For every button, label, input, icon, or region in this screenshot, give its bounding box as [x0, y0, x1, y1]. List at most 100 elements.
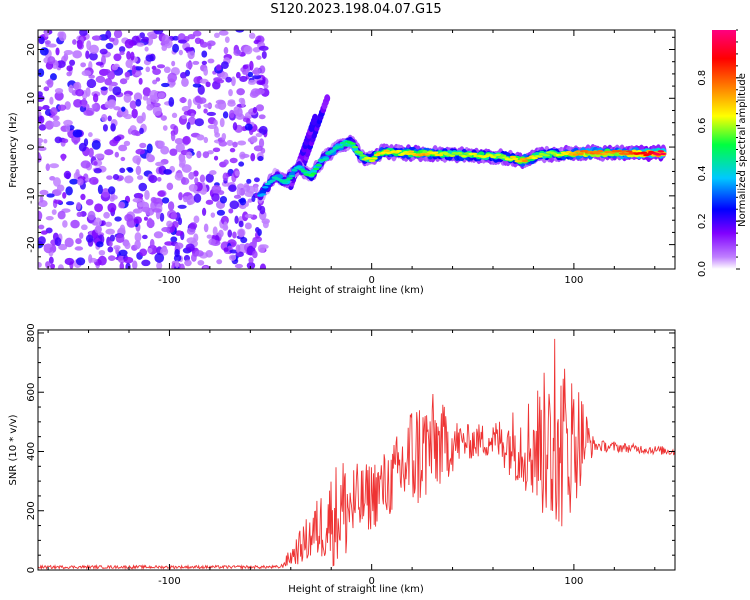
noise-blob	[170, 236, 178, 243]
noise-blob	[258, 138, 265, 148]
noise-blob	[50, 73, 57, 81]
noise-blob	[246, 178, 252, 184]
noise-blob	[173, 254, 182, 262]
noise-blob	[152, 208, 162, 213]
noise-blob	[93, 168, 102, 174]
y-tick-label: -10	[26, 188, 37, 204]
noise-blob	[54, 91, 64, 101]
noise-blob	[214, 32, 220, 39]
noise-blob	[154, 252, 165, 263]
noise-blob	[77, 178, 84, 186]
streak-blob	[312, 113, 319, 122]
noise-blob	[262, 220, 269, 229]
noise-blob	[261, 50, 267, 59]
noise-blob	[81, 98, 87, 108]
noise-blob	[244, 123, 253, 131]
noise-blob	[38, 115, 45, 124]
noise-blob	[136, 42, 145, 47]
noise-blob	[96, 241, 104, 248]
noise-blob	[183, 110, 192, 116]
noise-blob	[98, 249, 106, 256]
noise-blob	[219, 196, 228, 204]
noise-blob	[124, 241, 131, 250]
noise-blob	[155, 161, 165, 167]
noise-blob	[178, 192, 183, 201]
noise-blob	[185, 61, 193, 69]
noise-blob	[193, 193, 202, 203]
noise-blob	[186, 121, 191, 130]
noise-blob	[252, 74, 262, 80]
noise-blob	[135, 148, 146, 155]
noise-blob	[235, 113, 245, 120]
noise-blob	[51, 120, 61, 128]
noise-blob	[257, 155, 264, 162]
noise-blob	[181, 77, 189, 88]
noise-blob	[38, 224, 45, 230]
noise-blob	[124, 39, 134, 49]
noise-blob	[233, 106, 240, 115]
noise-blob	[228, 89, 233, 97]
noise-blob	[234, 170, 240, 177]
noise-blob	[152, 106, 163, 117]
noise-blob	[105, 30, 112, 40]
noise-blob	[75, 88, 85, 97]
noise-blob	[157, 190, 166, 197]
ridge-blob	[621, 150, 628, 153]
noise-blob	[94, 225, 102, 234]
noise-blob	[38, 137, 44, 144]
noise-blob	[134, 71, 142, 77]
ridge-blob	[322, 157, 330, 160]
noise-blob	[114, 151, 119, 158]
noise-blob	[146, 104, 154, 111]
noise-blob	[80, 62, 86, 68]
noise-blob	[161, 227, 171, 233]
noise-blob	[214, 103, 222, 109]
noise-blob	[124, 71, 131, 78]
noise-blob	[40, 230, 48, 235]
noise-blob	[62, 220, 68, 228]
noise-blob	[199, 174, 206, 183]
noise-blob	[95, 75, 106, 84]
noise-blob	[166, 182, 174, 191]
noise-blob	[247, 198, 253, 203]
noise-blob	[86, 78, 97, 89]
colorbar-label: Normalized spectral amplitude	[737, 73, 748, 227]
noise-blob	[119, 51, 125, 56]
noise-blob	[72, 39, 77, 45]
noise-blob	[258, 45, 269, 51]
noise-blob	[203, 67, 208, 76]
noise-blob	[255, 104, 265, 112]
ridge-blob	[356, 151, 364, 154]
ridge-blob	[313, 167, 320, 171]
noise-blob	[88, 254, 93, 264]
y-tick-label: 0	[26, 567, 37, 573]
ridge-blob	[461, 155, 468, 158]
noise-blob	[237, 140, 247, 146]
noise-blob	[220, 61, 229, 69]
ridge-blob	[436, 153, 444, 157]
noise-blob	[138, 77, 143, 85]
noise-blob	[177, 204, 187, 209]
x-tick-label: -100	[158, 576, 181, 587]
noise-blob	[228, 208, 234, 214]
noise-blob	[107, 255, 116, 262]
noise-blob	[179, 263, 185, 269]
noise-blob	[83, 109, 94, 116]
noise-blob	[97, 255, 107, 266]
noise-blob	[235, 30, 245, 33]
noise-blob	[223, 46, 229, 55]
x-tick-label: 0	[368, 275, 374, 286]
noise-blob	[43, 243, 53, 248]
noise-blob	[170, 212, 178, 220]
chart-title: S120.2023.198.04.07.G15	[270, 2, 442, 17]
noise-blob	[139, 248, 148, 257]
noise-blob	[88, 147, 94, 158]
noise-blob	[80, 193, 86, 201]
noise-blob	[69, 178, 79, 185]
noise-blob	[143, 216, 148, 221]
noise-blob	[174, 172, 184, 181]
noise-blob	[210, 212, 216, 218]
noise-blob	[258, 125, 268, 135]
noise-blob	[157, 140, 165, 148]
